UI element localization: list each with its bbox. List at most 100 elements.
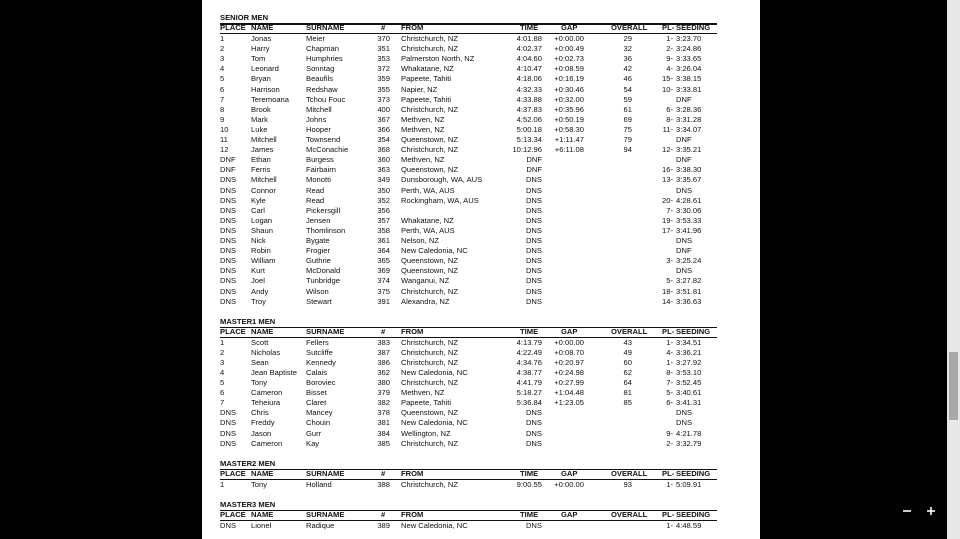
cell-name: Tony	[251, 378, 268, 387]
cell-gap: +0:20.97	[554, 357, 584, 367]
cell-pl: 3-	[666, 256, 673, 266]
column-header: NAME	[251, 23, 274, 32]
cell-place: DNS	[220, 215, 237, 225]
cell-from: New Caledonia, NC	[401, 246, 468, 256]
cell-surname: Humphries	[306, 54, 343, 64]
cell-name: Sean	[251, 357, 269, 367]
cell-pl: 17-	[662, 225, 673, 235]
cell-name: Tom	[251, 54, 266, 64]
cell-time: 5:13.34	[516, 135, 542, 144]
cell-pl: 1-	[666, 520, 673, 530]
cell-name: James	[251, 145, 274, 155]
cell-from: Alexandra, NZ	[401, 296, 450, 306]
cell-from: Whakatane, NZ	[401, 64, 454, 74]
scroll-thumb[interactable]	[949, 352, 958, 420]
cell-place: 6	[220, 388, 225, 398]
cell-place: DNS	[220, 195, 237, 205]
cell-pl: 19-	[662, 215, 673, 225]
cell-overall: 81	[623, 388, 632, 398]
cell-name: Ethan	[251, 155, 271, 165]
cell-pl: 7-	[666, 205, 673, 215]
cell-place: 6	[220, 84, 225, 94]
cell-pl: 7-	[666, 378, 673, 387]
cell-from: Methven, NZ	[401, 124, 445, 134]
cell-seeding: 3:30.06	[676, 205, 702, 215]
cell-gap: +0:27.99	[554, 378, 584, 387]
cell-time: 5:00.18	[516, 124, 542, 134]
cell-time: 4:33.88	[516, 94, 542, 104]
column-header: OVERALL	[611, 23, 648, 32]
cell-surname: Sonntag	[306, 64, 335, 74]
cell-name: Teremoana	[251, 94, 289, 104]
cell-name: Ferris	[251, 165, 271, 175]
column-header: #	[381, 23, 386, 32]
cell-seeding: DNF	[676, 246, 692, 256]
cell-num: 368	[377, 145, 390, 155]
cell-surname: Meier	[306, 34, 325, 43]
column-header: SEEDING	[676, 326, 711, 336]
cell-name: Jean Baptiste	[251, 367, 298, 377]
cell-pl: 13-	[662, 175, 673, 185]
cell-name: Shaun	[251, 225, 273, 235]
cell-surname: Bygate	[306, 236, 330, 245]
cell-surname: Redshaw	[306, 84, 338, 94]
cell-overall: 59	[623, 94, 632, 104]
cell-time: 4:01.88	[516, 34, 542, 43]
cell-name: Scott	[251, 337, 269, 347]
cell-overall: 36	[623, 54, 632, 64]
cell-time: 4:52.06	[516, 114, 542, 124]
cell-num: 349	[377, 175, 390, 185]
column-header: SEEDING	[676, 468, 711, 478]
cell-num: 386	[377, 357, 390, 367]
cell-surname: Gurr	[306, 428, 322, 438]
cell-time: 4:02.37	[516, 44, 542, 54]
cell-seeding: 3:33.81	[676, 84, 702, 94]
cell-from: New Caledonia, NC	[401, 418, 468, 428]
cell-surname: Stewart	[306, 296, 332, 306]
column-header: OVERALL	[611, 326, 648, 336]
cell-from: Wellington, NZ	[401, 428, 451, 438]
scrollbar[interactable]	[947, 0, 960, 539]
cell-seeding: 3:38.30	[676, 165, 702, 175]
cell-name: Logan	[251, 215, 273, 225]
cell-place: 1	[220, 34, 225, 43]
cell-seeding: DNF	[676, 135, 692, 144]
cell-num: 389	[377, 520, 390, 530]
cell-overall: 32	[623, 44, 632, 54]
cell-num: 379	[377, 388, 390, 398]
rule	[220, 23, 717, 25]
section-title: MASTER2 MEN	[220, 458, 276, 468]
cell-name: Connor	[251, 185, 276, 195]
cell-gap: +0:24.98	[554, 367, 584, 377]
cell-surname: Holland	[306, 479, 332, 489]
cell-from: Christchurch, NZ	[401, 34, 458, 43]
column-header: #	[381, 509, 386, 519]
cell-from: Christchurch, NZ	[401, 104, 458, 114]
cell-name: Robin	[251, 246, 271, 256]
cell-name: Leonard	[251, 64, 279, 74]
column-header: TIME	[520, 23, 539, 32]
cell-seeding: 3:36.21	[676, 347, 702, 357]
zoom-controls[interactable]	[895, 497, 955, 527]
cell-seeding: 4:21.78	[676, 428, 702, 438]
cell-place: DNS	[220, 408, 237, 418]
cell-time: DNS	[525, 195, 542, 205]
cell-num: 391	[377, 296, 390, 306]
column-header: OVERALL	[611, 509, 648, 519]
cell-surname: Mitchell	[306, 104, 332, 114]
cell-pl: 2-	[666, 44, 673, 54]
cell-place: DNF	[220, 165, 236, 175]
cell-from: Christchurch, NZ	[401, 337, 458, 347]
cell-time: DNF	[526, 165, 542, 175]
cell-surname: Read	[306, 195, 325, 205]
cell-place: 7	[220, 94, 225, 104]
cell-gap: +0:32.00	[554, 94, 584, 104]
cell-name: Harrison	[251, 84, 280, 94]
column-header: FROM	[401, 468, 424, 478]
cell-seeding: 3:35.21	[676, 145, 702, 155]
cell-name: Harry	[251, 44, 270, 54]
cell-num: 385	[377, 438, 390, 448]
cell-place: DNS	[220, 246, 237, 256]
cell-place: 1	[220, 337, 225, 347]
column-header: PLACE	[220, 326, 246, 336]
